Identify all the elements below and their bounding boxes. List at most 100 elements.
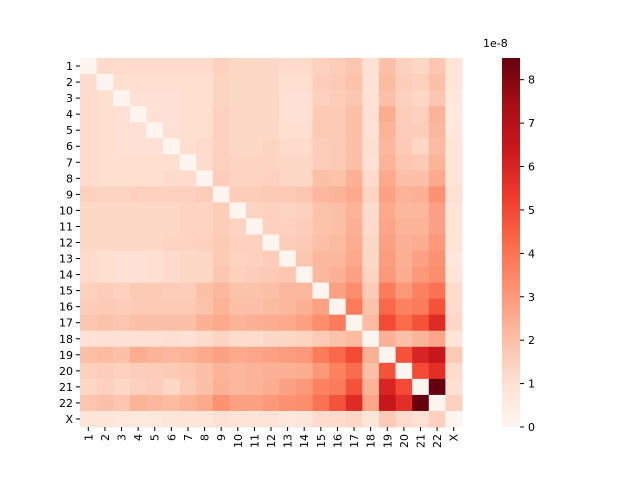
heatmap-cell (378, 106, 397, 123)
heatmap-cell (129, 330, 147, 348)
heatmap-cell (96, 218, 114, 235)
heatmap-cell (129, 346, 147, 364)
heatmap-cell (246, 218, 264, 235)
heatmap-cell (113, 314, 131, 332)
heatmap-cell (412, 266, 430, 284)
heatmap-cell (129, 394, 147, 412)
heatmap-cell (129, 90, 147, 107)
heatmap-cell (262, 74, 280, 91)
heatmap-cell (80, 202, 98, 219)
heatmap-cell (113, 346, 131, 364)
heatmap-cell (129, 298, 147, 316)
heatmap-cell (428, 218, 446, 235)
x-tick-label: 1 (82, 434, 95, 441)
heatmap-cell (196, 202, 214, 219)
heatmap-cell (312, 90, 330, 107)
heatmap-cell (262, 410, 280, 428)
heatmap-cell (246, 330, 264, 348)
heatmap-cell (295, 330, 314, 348)
heatmap-cell (329, 138, 347, 155)
heatmap-cell (378, 266, 397, 284)
heatmap-cell (229, 186, 247, 203)
heatmap-cell (412, 58, 430, 75)
heatmap-cell (362, 122, 380, 139)
heatmap-cell (96, 394, 114, 412)
heatmap-cell (362, 394, 380, 412)
heatmap-cell (362, 218, 380, 235)
colorbar-tick-label: 8 (528, 74, 535, 87)
heatmap-cell (113, 378, 131, 396)
heatmap-cell (163, 186, 181, 203)
heatmap-cell (412, 154, 430, 171)
heatmap-cell (312, 266, 330, 284)
heatmap-cell (295, 314, 314, 332)
heatmap-cell (312, 234, 330, 252)
heatmap-cell (362, 186, 380, 203)
heatmap-cell (146, 378, 164, 396)
heatmap-cell (80, 186, 98, 203)
heatmap-cell (428, 362, 446, 380)
heatmap-cell (312, 346, 330, 364)
heatmap-cell (412, 330, 430, 348)
heatmap-cell (229, 218, 247, 235)
heatmap-cell (96, 234, 114, 252)
heatmap-cell (412, 282, 430, 300)
heatmap-cell (345, 218, 363, 235)
heatmap-cell (96, 58, 114, 75)
heatmap-cell (113, 298, 131, 316)
heatmap-cell (412, 106, 430, 123)
heatmap-cell (146, 138, 164, 155)
heatmap-cell (279, 250, 297, 268)
heatmap-cell (362, 266, 380, 284)
heatmap-cell (179, 330, 197, 348)
heatmap-cell (312, 378, 330, 396)
heatmap-cell (80, 362, 98, 380)
heatmap-cell (329, 122, 347, 139)
heatmap-cell (395, 314, 413, 332)
heatmap-cell (179, 218, 197, 235)
heatmap-cell (262, 346, 280, 364)
heatmap-cell (113, 58, 131, 75)
heatmap-cell (295, 234, 314, 252)
y-tick-label: 4 (66, 108, 73, 121)
heatmap-cell (212, 378, 230, 396)
heatmap-cell (146, 106, 164, 123)
heatmap-cell (362, 314, 380, 332)
heatmap-cell (329, 394, 347, 412)
y-tick-label: 10 (59, 204, 73, 217)
heatmap-cell (229, 122, 247, 139)
x-tick-label: 13 (282, 434, 295, 448)
heatmap-cell (312, 314, 330, 332)
heatmap-cell (146, 90, 164, 107)
heatmap-cell (329, 58, 347, 75)
heatmap-cell (428, 186, 446, 203)
heatmap-cell (113, 138, 131, 155)
heatmap-cell (229, 298, 247, 316)
heatmap-cell (212, 186, 230, 203)
heatmap-cell (312, 362, 330, 380)
heatmap-cell (262, 90, 280, 107)
heatmap-cell (279, 410, 297, 428)
heatmap-cell (445, 58, 463, 75)
heatmap-cell (113, 394, 131, 412)
heatmap-cell (96, 298, 114, 316)
heatmap-cell (163, 106, 181, 123)
heatmap-cell (445, 346, 463, 364)
y-tick-label: 5 (66, 124, 73, 137)
heatmap-cell (163, 330, 181, 348)
heatmap-cell (312, 218, 330, 235)
heatmap-cell (96, 330, 114, 348)
x-tick-label: 2 (99, 434, 112, 441)
heatmap-cell (246, 410, 264, 428)
heatmap-cell (295, 282, 314, 300)
heatmap-cell (445, 314, 463, 332)
heatmap-cell (378, 346, 397, 364)
heatmap-cell (196, 394, 214, 412)
heatmap-cell (329, 202, 347, 219)
heatmap-cell (362, 106, 380, 123)
colorbar-tick-label: 2 (528, 334, 535, 347)
heatmap-cell (345, 58, 363, 75)
heatmap-cell (146, 186, 164, 203)
heatmap-cell (146, 218, 164, 235)
heatmap-cell (179, 378, 197, 396)
